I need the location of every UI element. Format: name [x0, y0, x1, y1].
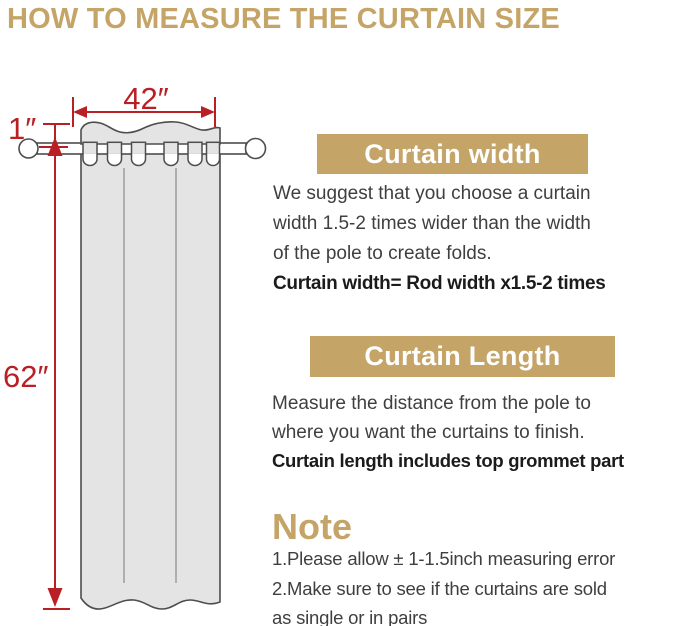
page-title: HOW TO MEASURE THE CURTAIN SIZE — [7, 3, 560, 35]
arrowhead-left — [73, 106, 87, 118]
arrowhead-right — [201, 106, 215, 118]
curtain-length-body: Measure the distance from the pole to wh… — [272, 389, 591, 447]
curtain-width-header-label: Curtain width — [364, 138, 541, 169]
width-dimension-label: 42″ — [123, 81, 168, 116]
note-item-1: 1.Please allow ± 1-1.5inch measuring err… — [272, 548, 616, 569]
rod-finial-right — [244, 137, 267, 160]
curtain-width-body: We suggest that you choose a curtain wid… — [273, 179, 591, 269]
length-dimension: 62″ — [3, 124, 70, 610]
width-dimension: 42″ — [72, 81, 216, 127]
curtain-length-header-label: Curtain Length — [364, 341, 561, 371]
note-item-2: 2.Make sure to see if the curtains are s… — [272, 575, 607, 626]
note-header: Note — [272, 506, 352, 547]
note-item-line: as single or in pairs — [272, 606, 428, 626]
body-line: of the pole to create folds. — [273, 243, 492, 264]
note-item-line: 2.Make sure to see if the curtains are s… — [272, 578, 607, 599]
grommet-dimension: 1″ — [8, 111, 70, 156]
length-dimension-label: 62″ — [3, 359, 48, 394]
body-line: Measure the distance from the pole to — [272, 393, 591, 414]
curtain-measure-diagram: 42″ 1″ 62″ — [3, 81, 267, 610]
curtain-top-band — [80, 121, 221, 145]
body-line: We suggest that you choose a curtain — [273, 183, 591, 204]
curtain-width-header-bar: Curtain width — [317, 134, 588, 174]
curtain-width-formula: Curtain width= Rod width x1.5-2 times — [273, 273, 606, 294]
grommets — [82, 141, 221, 167]
curtain-body — [80, 145, 221, 610]
grommet-dimension-label: 1″ — [8, 111, 36, 146]
curtain-length-header-bar: Curtain Length — [310, 336, 615, 377]
rod-finial-left — [18, 138, 39, 159]
arrowhead-down — [47, 588, 63, 607]
body-line: width 1.5-2 times wider than the width — [273, 213, 591, 234]
body-line: where you want the curtains to finish. — [272, 422, 585, 443]
curtain-length-formula: Curtain length includes top grommet part — [272, 450, 624, 471]
